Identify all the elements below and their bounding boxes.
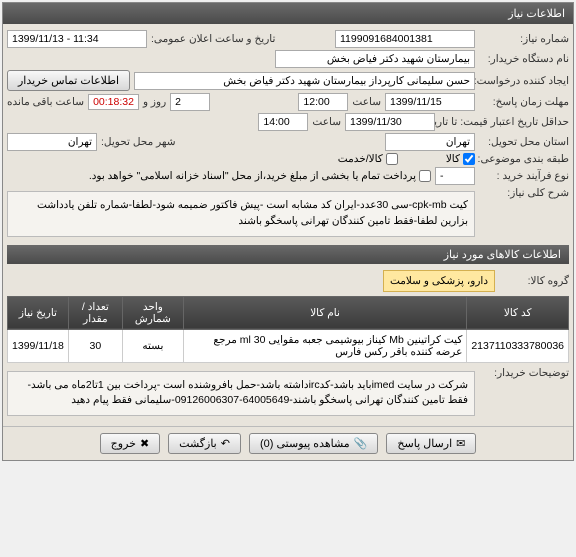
exit-button[interactable]: ✖ خروج (100, 433, 161, 454)
col-qty: تعداد / مقدار (68, 296, 122, 329)
saat-label-2: ساعت (312, 116, 341, 128)
back-label: بازگشت (179, 437, 217, 450)
items-section-header: اطلاعات کالاهای مورد نیاز (7, 245, 569, 264)
deadline-date: 1399/11/15 (385, 93, 475, 111)
pay-note-check-input[interactable] (419, 170, 431, 182)
cell-date: 1399/11/18 (8, 329, 69, 362)
buy-type-label: نوع فرآیند خرید : (479, 170, 569, 182)
khadamat-checkbox[interactable]: کالا/خدمت (338, 153, 398, 165)
cell-name: کیت کراتینین Mb کیناز بیوشیمی جعبه مقوای… (183, 329, 467, 362)
send-icon: ✉ (456, 437, 465, 450)
min-valid-date: 1399/11/30 (345, 113, 435, 131)
col-unit: واحد شمارش (122, 296, 183, 329)
countdown-timer: 00:18:32 (88, 94, 139, 110)
rouz-label: روز و (143, 96, 166, 108)
cell-unit: بسته (122, 329, 183, 362)
buyer-desc-text: شرکت در سایت imedباید باشد-کدircداشته با… (7, 371, 475, 417)
send-answer-button[interactable]: ✉ ارسال پاسخ (386, 433, 476, 454)
footer-bar: ✉ ارسال پاسخ 📎 مشاهده پیوستی (0) ↶ بازگش… (3, 426, 573, 460)
attach-icon: 📎 (354, 437, 368, 450)
buyer-dev-label: نام دستگاه خریدار: (479, 53, 569, 65)
cell-code: 2137110333780036 (467, 329, 569, 362)
budget-label: طبقه بندی موضوعی: (479, 153, 569, 165)
need-info-window: اطلاعات نیاز شماره نیاز: 119909168400138… (2, 2, 574, 461)
announce-label: تاریخ و ساعت اعلان عمومی: (151, 33, 275, 45)
deadline-time: 12:00 (298, 93, 348, 111)
table-header-row: کد کالا نام کالا واحد شمارش تعداد / مقدا… (8, 296, 569, 329)
deadline-label: مهلت زمان پاسخ: (479, 96, 569, 108)
deliver-city: تهران (7, 133, 97, 151)
pay-note-label: پرداخت تمام یا بخشی از مبلغ خرید،از محل … (89, 170, 416, 182)
group-value: دارو، پزشکی و سلامت (383, 270, 495, 292)
buyer-desc-label: توضیحات خریدار: (479, 367, 569, 379)
col-code: کد کالا (467, 296, 569, 329)
deliver-prov-label: استان محل تحویل: (479, 136, 569, 148)
window-title: اطلاعات نیاز (508, 8, 565, 20)
exit-icon: ✖ (140, 437, 149, 450)
min-valid-time: 14:00 (258, 113, 308, 131)
back-icon: ↶ (221, 437, 230, 450)
creator-value: حسن سلیمانی کارپرداز بیمارستان شهید دکتر… (134, 72, 475, 90)
main-panel: شماره نیاز: 1199091684001381 تاریخ و ساع… (3, 24, 573, 426)
group-label: گروه کالا: (499, 275, 569, 287)
deliver-prov: تهران (385, 133, 475, 151)
remain-suffix: ساعت باقی مانده (7, 96, 84, 108)
deliver-city-label: شهر محل تحویل: (101, 136, 176, 148)
exit-label: خروج (111, 437, 136, 450)
buyer-dev-value: بیمارستان شهید دکتر فیاض بخش (275, 50, 475, 68)
view-attach-button[interactable]: 📎 مشاهده پیوستی (0) (249, 433, 378, 454)
creator-label: ایجاد کننده درخواست: (479, 75, 569, 87)
min-valid-label: حداقل تاریخ اعتبار قیمت: تا تاریخ: (439, 116, 569, 128)
pay-note-checkbox[interactable]: پرداخت تمام یا بخشی از مبلغ خرید،از محل … (89, 170, 431, 182)
items-table: کد کالا نام کالا واحد شمارش تعداد / مقدا… (7, 296, 569, 363)
window-titlebar: اطلاعات نیاز (3, 3, 573, 24)
need-no-value: 1199091684001381 (335, 30, 475, 48)
table-row: 2137110333780036 کیت کراتینین Mb کیناز ب… (8, 329, 569, 362)
buy-type-value: - (435, 167, 475, 185)
desc-text: کیت cpk-mb-سی 30عدد-ایران کد مشابه است -… (7, 191, 475, 237)
khadamat-check-label: کالا/خدمت (338, 153, 383, 165)
need-no-label: شماره نیاز: (479, 33, 569, 45)
kala-checkbox[interactable]: کالا (446, 153, 475, 165)
announce-value: 1399/11/13 - 11:34 (7, 30, 147, 48)
col-date: تاریخ نیاز (8, 296, 69, 329)
cell-qty: 30 (68, 329, 122, 362)
back-button[interactable]: ↶ بازگشت (168, 433, 241, 454)
khadamat-check-input[interactable] (386, 153, 398, 165)
kala-check-input[interactable] (463, 153, 475, 165)
col-name: نام کالا (183, 296, 467, 329)
send-answer-label: ارسال پاسخ (397, 437, 452, 450)
kala-check-label: کالا (446, 153, 460, 165)
desc-header: شرح کلی نیاز: (479, 187, 569, 199)
contact-buyer-button[interactable]: اطلاعات تماس خریدار (7, 70, 130, 91)
view-attach-label: مشاهده پیوستی (0) (260, 437, 350, 450)
remain-days: 2 (170, 93, 210, 111)
saat-label-1: ساعت (352, 96, 381, 108)
